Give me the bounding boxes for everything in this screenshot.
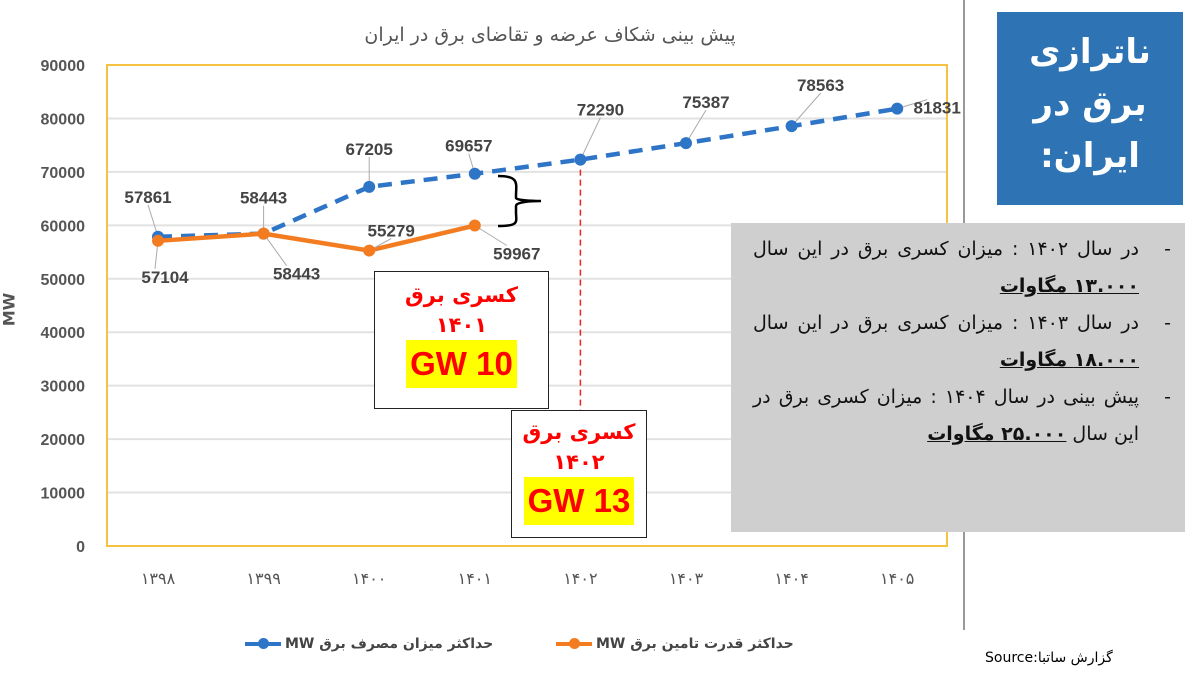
y-tick-label: 70000 [41, 165, 86, 182]
data-point [785, 120, 798, 133]
y-tick-label: 10000 [41, 486, 86, 503]
y-tick-label: 80000 [41, 111, 86, 128]
y-tick-label: 40000 [41, 325, 86, 342]
legend-swatch-icon [245, 638, 281, 649]
deficit-title: کسری برق [405, 283, 518, 307]
deficit-value: 10 GW [406, 340, 517, 388]
data-point [363, 244, 376, 257]
data-label: 57861 [124, 188, 171, 207]
chart-title: پیش بینی شکاف عرضه و تقاضای برق در ایران [364, 24, 736, 46]
gap-brace-icon [497, 174, 542, 228]
data-label: 58443 [240, 189, 287, 208]
legend-item-supply: حداکثر قدرت تامین برق MW [556, 636, 794, 652]
note-text: پیش بینی در سال ۱۴۰۴ : میزان کسری برق در… [753, 386, 1139, 445]
data-label: 72290 [577, 101, 624, 120]
data-label: 78563 [797, 76, 844, 95]
data-label: 58443 [273, 265, 320, 284]
leader-line [263, 233, 288, 266]
y-tick-label: 50000 [41, 272, 86, 289]
data-point [257, 227, 270, 240]
series-line-1 [157, 223, 476, 253]
note-highlight: ۱۳.۰۰۰ مگاوات [999, 275, 1139, 297]
x-tick-label: ۱۴۰۲ [563, 569, 597, 588]
data-point [152, 234, 164, 247]
x-tick-label: ۱۳۹۹ [246, 569, 280, 588]
legend-label: حداکثر میزان مصرف برق MW [285, 636, 494, 652]
y-tick-label: 60000 [41, 218, 86, 235]
y-tick-label: 90000 [41, 58, 86, 75]
note-highlight: ۲۵.۰۰۰ مگاوات [927, 423, 1067, 445]
source-note: Source:گزارش ساتبا [985, 650, 1113, 666]
data-label: 69657 [445, 137, 492, 156]
legend-label: حداکثر قدرت تامین برق MW [596, 636, 794, 652]
note-text: در سال ۱۴۰۲ : میزان کسری برق در این سال [753, 238, 1139, 260]
data-point [468, 219, 481, 232]
legend-swatch-icon [556, 638, 592, 649]
data-point [680, 137, 692, 150]
note-highlight: ۱۸.۰۰۰ مگاوات [999, 349, 1139, 371]
data-label: 67205 [346, 140, 393, 159]
y-tick-label: 20000 [41, 432, 86, 449]
leader-line [685, 109, 707, 144]
x-tick-label: ۱۴۰۱ [458, 569, 492, 588]
x-tick-label: ۱۴۰۴ [774, 569, 808, 588]
deficit-year: ۱۴۰۲ [553, 450, 605, 474]
deficit-value: 13 GW [523, 477, 635, 525]
leader-line [791, 92, 821, 127]
x-tick-label: ۱۴۰۵ [880, 569, 914, 588]
series-line-0 [157, 106, 898, 240]
leader-line [579, 117, 601, 160]
y-tick-label: 30000 [41, 379, 86, 396]
x-tick-label: ۱۴۰۰ [352, 569, 386, 588]
leader-line [474, 225, 508, 246]
note-item: پیش بینی در سال ۱۴۰۴ : میزان کسری برق در… [753, 379, 1171, 453]
data-label: 75387 [682, 93, 729, 112]
x-tick-label: ۱۴۰۳ [669, 569, 704, 588]
data-label: 57104 [141, 268, 189, 287]
x-tick-label: ۱۳۹۸ [141, 569, 176, 588]
y-tick-label: 0 [76, 539, 85, 556]
data-point [363, 180, 376, 193]
data-point [891, 102, 904, 115]
notes-box: در سال ۱۴۰۲ : میزان کسری برق در این سال … [731, 223, 1185, 532]
data-label: 59967 [493, 245, 540, 264]
note-text: در سال ۱۴۰۳ : میزان کسری برق در این سال [753, 312, 1139, 334]
deficit-year: ۱۴۰۱ [435, 313, 488, 337]
data-point [574, 153, 587, 166]
deficit-box-1402: کسری برق ۱۴۰۲ 13 GW [511, 410, 647, 538]
deficit-box-1401: کسری برق ۱۴۰۱ 10 GW [374, 271, 549, 409]
legend-item-demand: حداکثر میزان مصرف برق MW [245, 636, 493, 652]
data-label: 81831 [914, 99, 961, 118]
deficit-title: کسری برق [522, 420, 636, 444]
note-item: در سال ۱۴۰۲ : میزان کسری برق در این سال … [753, 231, 1171, 305]
side-title: ناترازی برق در ایران: [997, 12, 1183, 205]
note-item: در سال ۱۴۰۳ : میزان کسری برق در این سال … [753, 305, 1171, 379]
data-label: 55279 [368, 222, 415, 241]
data-point [468, 167, 481, 180]
